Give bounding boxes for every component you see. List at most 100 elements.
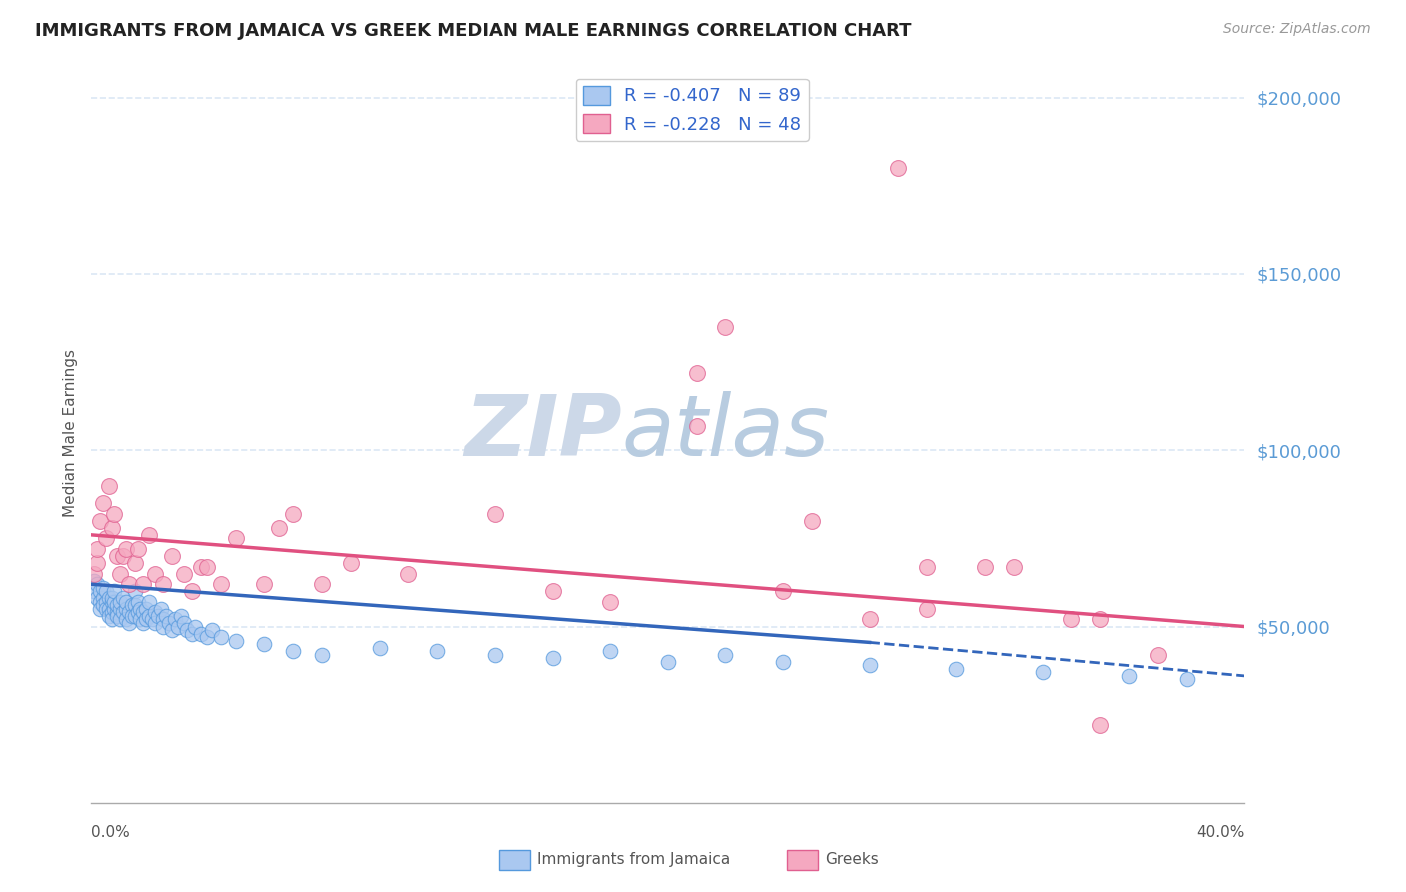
Point [83,584,105,599]
Point [190,559,212,574]
Point [1175,673,1198,687]
Point [118,577,141,591]
Point [484,507,506,521]
Point [1032,665,1054,680]
Point [599,644,621,658]
Point [112,591,135,606]
Point [124,556,146,570]
Point [311,648,333,662]
Point [91,496,114,510]
Point [201,623,224,637]
Point [124,609,146,624]
Y-axis label: Median Male Earnings: Median Male Earnings [62,349,77,516]
Text: 40.0%: 40.0% [1197,825,1244,839]
Point [772,584,794,599]
Point [541,651,564,665]
Point [97,478,120,492]
Point [426,644,449,658]
Legend: R = -0.407   N = 89, R = -0.228   N = 48: R = -0.407 N = 89, R = -0.228 N = 48 [575,78,808,141]
Point [115,602,138,616]
Point [115,595,138,609]
Point [127,541,149,556]
Text: ZIP: ZIP [464,391,621,475]
Point [89,595,111,609]
Point [166,619,188,633]
Point [110,612,132,626]
Point [97,602,120,616]
Point [311,577,333,591]
Point [100,612,122,626]
Point [103,584,125,599]
Point [155,609,177,624]
Point [915,559,938,574]
Point [209,577,232,591]
Point [599,595,621,609]
Point [86,591,108,606]
Point [945,662,967,676]
Point [267,521,290,535]
Text: Greeks: Greeks [825,853,879,867]
Point [225,633,247,648]
Point [115,612,138,626]
Point [105,549,128,563]
Point [281,644,305,658]
Point [1060,612,1083,626]
Point [657,655,679,669]
Point [1088,718,1111,732]
Point [173,615,195,630]
Text: 0.0%: 0.0% [91,825,131,839]
Point [160,549,183,563]
Point [173,566,195,581]
Point [121,609,143,624]
Point [149,602,172,616]
Point [135,612,157,626]
Point [181,626,204,640]
Point [138,609,160,624]
Point [714,319,737,334]
Point [281,507,305,521]
Point [110,595,132,609]
Point [541,584,564,599]
Point [714,648,737,662]
Point [915,602,938,616]
Point [1147,648,1170,662]
Point [135,602,157,616]
Point [100,591,122,606]
Point [190,626,212,640]
Point [97,609,120,624]
Text: Immigrants from Jamaica: Immigrants from Jamaica [537,853,730,867]
Point [858,612,880,626]
Text: IMMIGRANTS FROM JAMAICA VS GREEK MEDIAN MALE EARNINGS CORRELATION CHART: IMMIGRANTS FROM JAMAICA VS GREEK MEDIAN … [35,22,911,40]
Point [132,606,155,620]
Point [89,584,111,599]
Point [86,541,108,556]
Point [887,161,910,176]
Point [170,609,193,624]
Point [138,595,160,609]
Point [195,630,218,644]
Point [100,606,122,620]
Point [127,606,149,620]
Point [112,606,135,620]
Point [94,532,117,546]
Point [129,602,152,616]
Point [1002,559,1025,574]
Point [685,418,707,433]
Point [801,514,824,528]
Point [141,612,163,626]
Point [225,532,247,546]
Point [115,541,138,556]
Point [195,559,218,574]
Point [127,595,149,609]
Point [253,637,276,651]
Point [152,619,174,633]
Point [91,599,114,613]
Point [772,655,794,669]
Point [163,612,186,626]
Point [858,658,880,673]
Point [129,612,152,626]
Point [89,602,111,616]
Point [118,606,141,620]
Point [685,366,707,380]
Point [97,591,120,606]
